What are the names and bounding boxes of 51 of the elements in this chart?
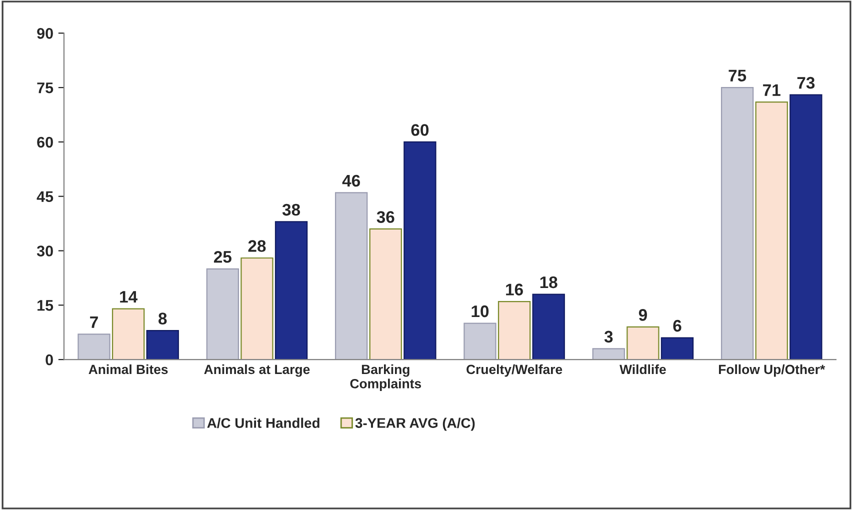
bar (464, 322, 496, 360)
data-label: 71 (763, 84, 780, 96)
data-label: 60 (411, 124, 429, 136)
bar (206, 268, 239, 360)
bar (369, 228, 402, 360)
x-tick-label: Cruelty/Welfare (466, 364, 562, 377)
y-tick-label: 15 (38, 300, 54, 311)
data-label: 46 (342, 174, 360, 187)
y-tick-label: 60 (37, 136, 53, 148)
data-label: 9 (638, 309, 647, 321)
bar (498, 300, 531, 360)
legend-label: A/C Unit Handled (207, 418, 320, 428)
bar (404, 141, 436, 360)
y-tick-label: 0 (46, 354, 53, 366)
bar (532, 294, 565, 360)
y-tick-label: 30 (36, 246, 53, 256)
bar (660, 337, 694, 360)
y-tick-label: 45 (36, 191, 54, 202)
bar (790, 94, 822, 360)
bar (720, 86, 754, 360)
x-tick-label: Animals at Large (204, 364, 310, 377)
bar (240, 257, 274, 360)
y-tick-label: 90 (37, 28, 53, 39)
data-label: 7 (90, 316, 98, 328)
bar (626, 326, 660, 360)
x-tick-label: Wildlife (620, 364, 666, 374)
data-label: 8 (158, 312, 167, 324)
bar (592, 348, 625, 360)
bar (334, 192, 368, 360)
data-label: 73 (797, 76, 815, 89)
x-tick-label: Follow Up/Other* (718, 364, 826, 377)
data-label: 6 (673, 320, 682, 332)
bar (755, 102, 788, 360)
data-label: 36 (376, 211, 394, 223)
data-label: 25 (214, 251, 232, 263)
data-label: 10 (472, 305, 489, 318)
data-label: 75 (728, 70, 746, 82)
x-tick-label: Animal Bites (88, 364, 168, 374)
bar (274, 221, 308, 360)
x-tick-label: Barking Complaints (350, 364, 422, 391)
y-tick-label: 75 (37, 82, 54, 94)
bar (146, 330, 179, 360)
bar (112, 308, 145, 360)
data-label: 28 (248, 240, 266, 252)
bar (78, 334, 110, 360)
data-label: 3 (604, 330, 613, 343)
data-label: 38 (282, 204, 300, 216)
data-label: 14 (120, 291, 138, 303)
data-label: 18 (540, 276, 558, 288)
legend-label: 3-YEAR AVG (A/C) (355, 418, 475, 431)
data-label: 16 (506, 284, 523, 296)
